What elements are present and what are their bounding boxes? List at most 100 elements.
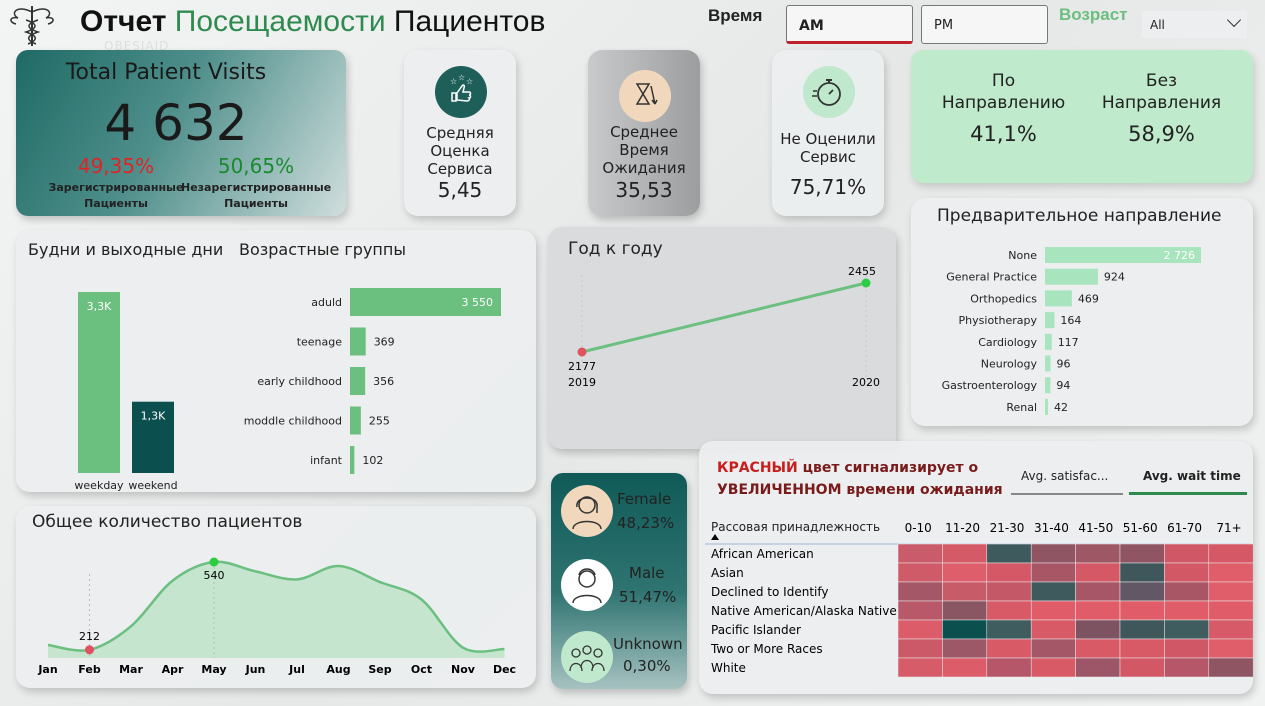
kpi-wait-time-value: 35,53 <box>615 178 673 202</box>
unregistered-label: Незарегистрированные Пациенты <box>181 181 332 210</box>
monthly-x-label: Apr <box>162 663 184 676</box>
title-part3: Пациентов <box>393 5 546 38</box>
monthly-x-label: Oct <box>411 663 432 676</box>
referral-chart-title: Предварительное направление <box>937 206 1222 226</box>
male-avatar-icon <box>561 559 613 611</box>
total-visits-value: 4 632 <box>104 94 248 152</box>
heatmap-column-label: 51-60 <box>1123 521 1158 535</box>
gender-card: Female 48,23% Male 51,47% Unknown 0,30% <box>551 473 687 689</box>
weekday-bar-weekday <box>78 292 120 473</box>
kpi-not-rated-label: Не Оценили Сервис <box>780 130 876 166</box>
heatmap-row-header: Рассовая принадлежность <box>711 520 881 534</box>
weekday-chart-title: Будни и выходные дни <box>28 240 224 259</box>
heatmap-cell <box>1119 581 1165 602</box>
age-bar-label: 356 <box>373 375 394 388</box>
heatmap-cell <box>1164 600 1210 621</box>
monthly-x-label: Nov <box>451 663 476 676</box>
heatmap-cell <box>1164 581 1210 602</box>
heatmap-cell <box>897 562 943 583</box>
heatmap-cell <box>897 638 943 659</box>
monthly-x-label: Jan <box>37 663 57 676</box>
heatmap-cell <box>1208 581 1253 602</box>
weekday-age-card: Будни и выходные дни Возрастные группы 3… <box>16 230 536 492</box>
heatmap-cell <box>1208 600 1253 621</box>
monthly-x-label: Aug <box>326 663 350 676</box>
referral-bar-label: 164 <box>1060 314 1081 327</box>
monthly-card: Общее количество пациентов 212 540 Jan Feb M… <box>16 506 536 688</box>
time-am-label: AM <box>799 18 824 34</box>
yoy-point-label: 2177 <box>568 360 596 373</box>
kpi-service-rating-value: 5,45 <box>437 178 483 202</box>
weekday-bar-weekend <box>132 401 174 473</box>
monthly-max-label: 540 <box>204 569 225 582</box>
age-bar-0 <box>350 288 501 316</box>
heatmap-cell <box>986 543 1032 564</box>
stopwatch-icon <box>803 66 855 118</box>
male-label: Male <box>629 564 665 582</box>
svg-text:☆: ☆ <box>450 77 457 86</box>
time-pm-button[interactable]: PM <box>921 5 1048 44</box>
referral-category-label: Gastroenterology <box>942 379 1038 392</box>
age-bar-label: 3 550 <box>462 296 494 309</box>
female-value: 48,23% <box>617 514 675 532</box>
heatmap-chart: 0-10 11-20 21-30 31-40 41-50 51-60 61-70 71+ Afr… <box>705 521 1253 678</box>
monthly-x-label: Jun <box>245 663 266 676</box>
age-bar-3 <box>350 406 361 435</box>
referral-bar-3 <box>1045 312 1055 329</box>
kpi-wait-time-label: Среднее Время Ожидания <box>602 123 686 177</box>
heatmap-cell <box>1164 619 1210 640</box>
monthly-x-label: Sep <box>368 663 391 676</box>
heatmap-cell <box>1075 600 1121 621</box>
heatmap-cell <box>1119 619 1165 640</box>
svg-text:☆: ☆ <box>458 73 465 82</box>
monthly-x-label: Mar <box>119 663 143 676</box>
time-label: Время <box>708 6 763 25</box>
heatmap-cell <box>942 638 988 659</box>
age-select[interactable]: All <box>1142 11 1247 38</box>
age-bar-label: 369 <box>374 336 395 349</box>
yoy-point-2020 <box>861 278 871 288</box>
heatmap-cell <box>897 600 943 621</box>
heatmap-column-label: 0-10 <box>905 521 932 535</box>
referral-bar-2 <box>1045 290 1072 307</box>
heatmap-cell <box>1030 657 1076 678</box>
monthly-chart-title: Общее количество пациентов <box>32 512 303 532</box>
heatmap-cell <box>986 581 1032 602</box>
heatmap-note: КРАСНЫЙ цвет сигнализирует о УВЕЛИЧЕННОМ… <box>717 457 1013 501</box>
heatmap-cell <box>1208 638 1253 659</box>
female-avatar-icon <box>561 485 613 537</box>
heatmap-cell <box>1075 657 1121 678</box>
title-part1: Отчет <box>80 5 167 38</box>
heatmap-row-label: Asian <box>711 566 744 580</box>
age-bar-label: 255 <box>369 415 390 428</box>
referral-bar-6 <box>1045 377 1051 394</box>
referral-category-label: None <box>1008 249 1037 262</box>
heatmap-cell <box>1119 600 1165 621</box>
time-am-button[interactable]: AM <box>786 5 913 44</box>
without-referral-value: 58,9% <box>1128 122 1195 146</box>
heatmap-row-label: Pacific Islander <box>711 623 801 637</box>
kpi-service-rating-label: Средняя Оценка Сервиса <box>426 124 494 178</box>
unknown-value: 0,30% <box>623 657 671 675</box>
age-category-label: teenage <box>297 336 343 349</box>
referral-category-label: General Practice <box>946 271 1037 284</box>
monthly-x-label: Feb <box>78 663 101 676</box>
yoy-x-label: 2020 <box>852 376 880 389</box>
logo-watermark: OBESIAID <box>104 39 170 53</box>
tab-avg-wait-time[interactable]: Avg. wait time <box>1129 469 1247 495</box>
referral-category-label: Neurology <box>981 358 1038 371</box>
heatmap-cell <box>1030 619 1076 640</box>
referral-category-label: Renal <box>1006 401 1037 414</box>
heatmap-cell <box>1208 543 1253 564</box>
age-bar-2 <box>350 367 366 395</box>
yoy-chart-title: Год к году <box>568 239 663 259</box>
heatmap-cell <box>1075 562 1121 583</box>
heatmap-column-label: 31-40 <box>1034 521 1069 535</box>
heatmap-cell <box>1030 600 1076 621</box>
weekday-category-label: weekend <box>128 479 177 492</box>
hourglass-arrow-icon <box>619 70 671 122</box>
referral-bar-1 <box>1045 268 1098 285</box>
tab-avg-satisfaction[interactable]: Avg. satisfac... <box>1011 469 1123 495</box>
weekday-bar-label: 1,3K <box>141 410 166 423</box>
heatmap-cell <box>1164 657 1210 678</box>
